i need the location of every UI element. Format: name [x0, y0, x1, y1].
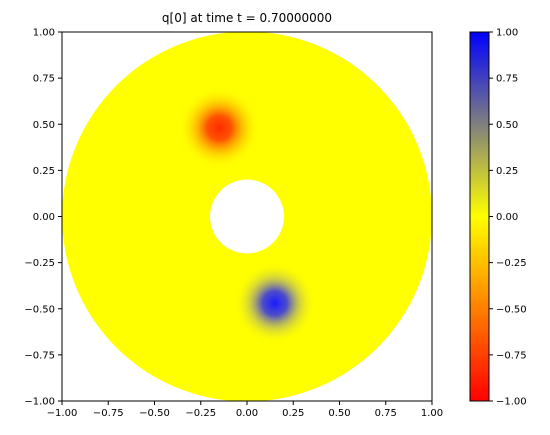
y-tick-label: −1.00 [24, 397, 55, 408]
colorbar-tick-label: −0.25 [496, 258, 527, 269]
field-blob-positive [234, 262, 316, 344]
chart-title: q[0] at time t = 0.70000000 [162, 11, 332, 25]
x-tick-label: 0.50 [328, 408, 350, 419]
colorbar-tick-label: 1.00 [496, 28, 518, 39]
y-axis: 1.00 0.75 0.50 0.25 0.00 −0.25 −0.50 −0.75 −1.00 [24, 28, 62, 408]
y-tick-label: −0.50 [24, 304, 55, 315]
x-tick-label: −0.75 [93, 408, 124, 419]
field-blobs [178, 87, 316, 344]
colorbar-tick-label: −0.75 [496, 350, 527, 361]
colorbar-tick-label: 0.75 [496, 74, 518, 85]
x-tick-label: 0.00 [236, 408, 258, 419]
x-axis: −1.00 −0.75 −0.50 −0.25 0.00 0.25 0.50 0.75 1.00 [47, 401, 443, 419]
y-tick-label: −0.25 [24, 258, 55, 269]
x-tick-label: −0.50 [139, 408, 170, 419]
annulus-domain [62, 32, 432, 401]
colorbar-tick-label: −1.00 [496, 397, 527, 408]
y-tick-label: −0.75 [24, 350, 55, 361]
colorbar: 1.00 0.75 0.50 0.25 0.00 −0.25 −0.50 −0.75 −1.00 [469, 28, 527, 408]
colorbar-gradient [469, 31, 490, 402]
x-tick-label: −1.00 [47, 408, 78, 419]
x-tick-label: 1.00 [421, 408, 443, 419]
plot-area [62, 32, 432, 401]
colorbar-tick-label: 0.00 [496, 212, 518, 223]
y-tick-label: 0.00 [33, 212, 55, 223]
y-tick-label: 0.25 [33, 166, 55, 177]
colorbar-tick-label: 0.25 [496, 166, 518, 177]
y-tick-label: 0.75 [33, 74, 55, 85]
field-blob-negative [178, 87, 260, 169]
x-tick-label: 0.25 [282, 408, 304, 419]
colorbar-tick-label: 0.50 [496, 120, 518, 131]
x-tick-label: 0.75 [375, 408, 397, 419]
y-tick-label: 0.50 [33, 120, 55, 131]
colorbar-tick-label: −0.50 [496, 304, 527, 315]
colorbar-axis: 1.00 0.75 0.50 0.25 0.00 −0.25 −0.50 −0.75 −1.00 [489, 28, 527, 408]
y-tick-label: 1.00 [33, 28, 55, 39]
x-tick-label: −0.25 [185, 408, 216, 419]
